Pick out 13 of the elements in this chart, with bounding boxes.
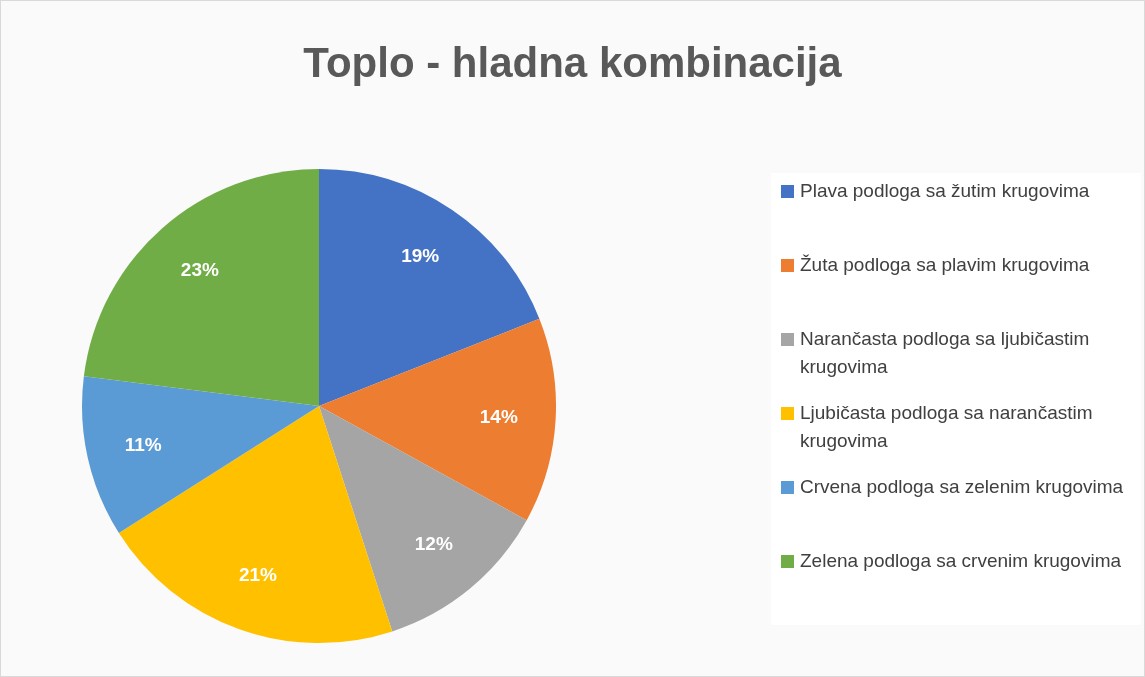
data-label: 19%: [401, 245, 440, 267]
data-label: 14%: [479, 405, 518, 427]
data-label: 11%: [124, 433, 162, 455]
data-label: 23%: [180, 259, 219, 281]
legend-label: Narančasta podloga sa ljubičastim krugovima: [800, 327, 1091, 379]
legend-label: Žuta podloga sa plavim krugovima: [800, 253, 1090, 277]
data-label: 12%: [414, 533, 453, 555]
legend-label: Zelena podloga sa crvenim krugovima: [800, 549, 1122, 573]
legend-label: Plava podloga sa žutim krugovima: [800, 179, 1090, 203]
data-label: 21%: [238, 563, 278, 585]
legend-label: Crvena podloga sa zelenim krugovima: [800, 475, 1124, 499]
chart-title: Toplo - hladna kombinacija: [302, 39, 843, 87]
legend-label: Ljubičasta podloga sa narančastim krugovima: [800, 401, 1094, 453]
